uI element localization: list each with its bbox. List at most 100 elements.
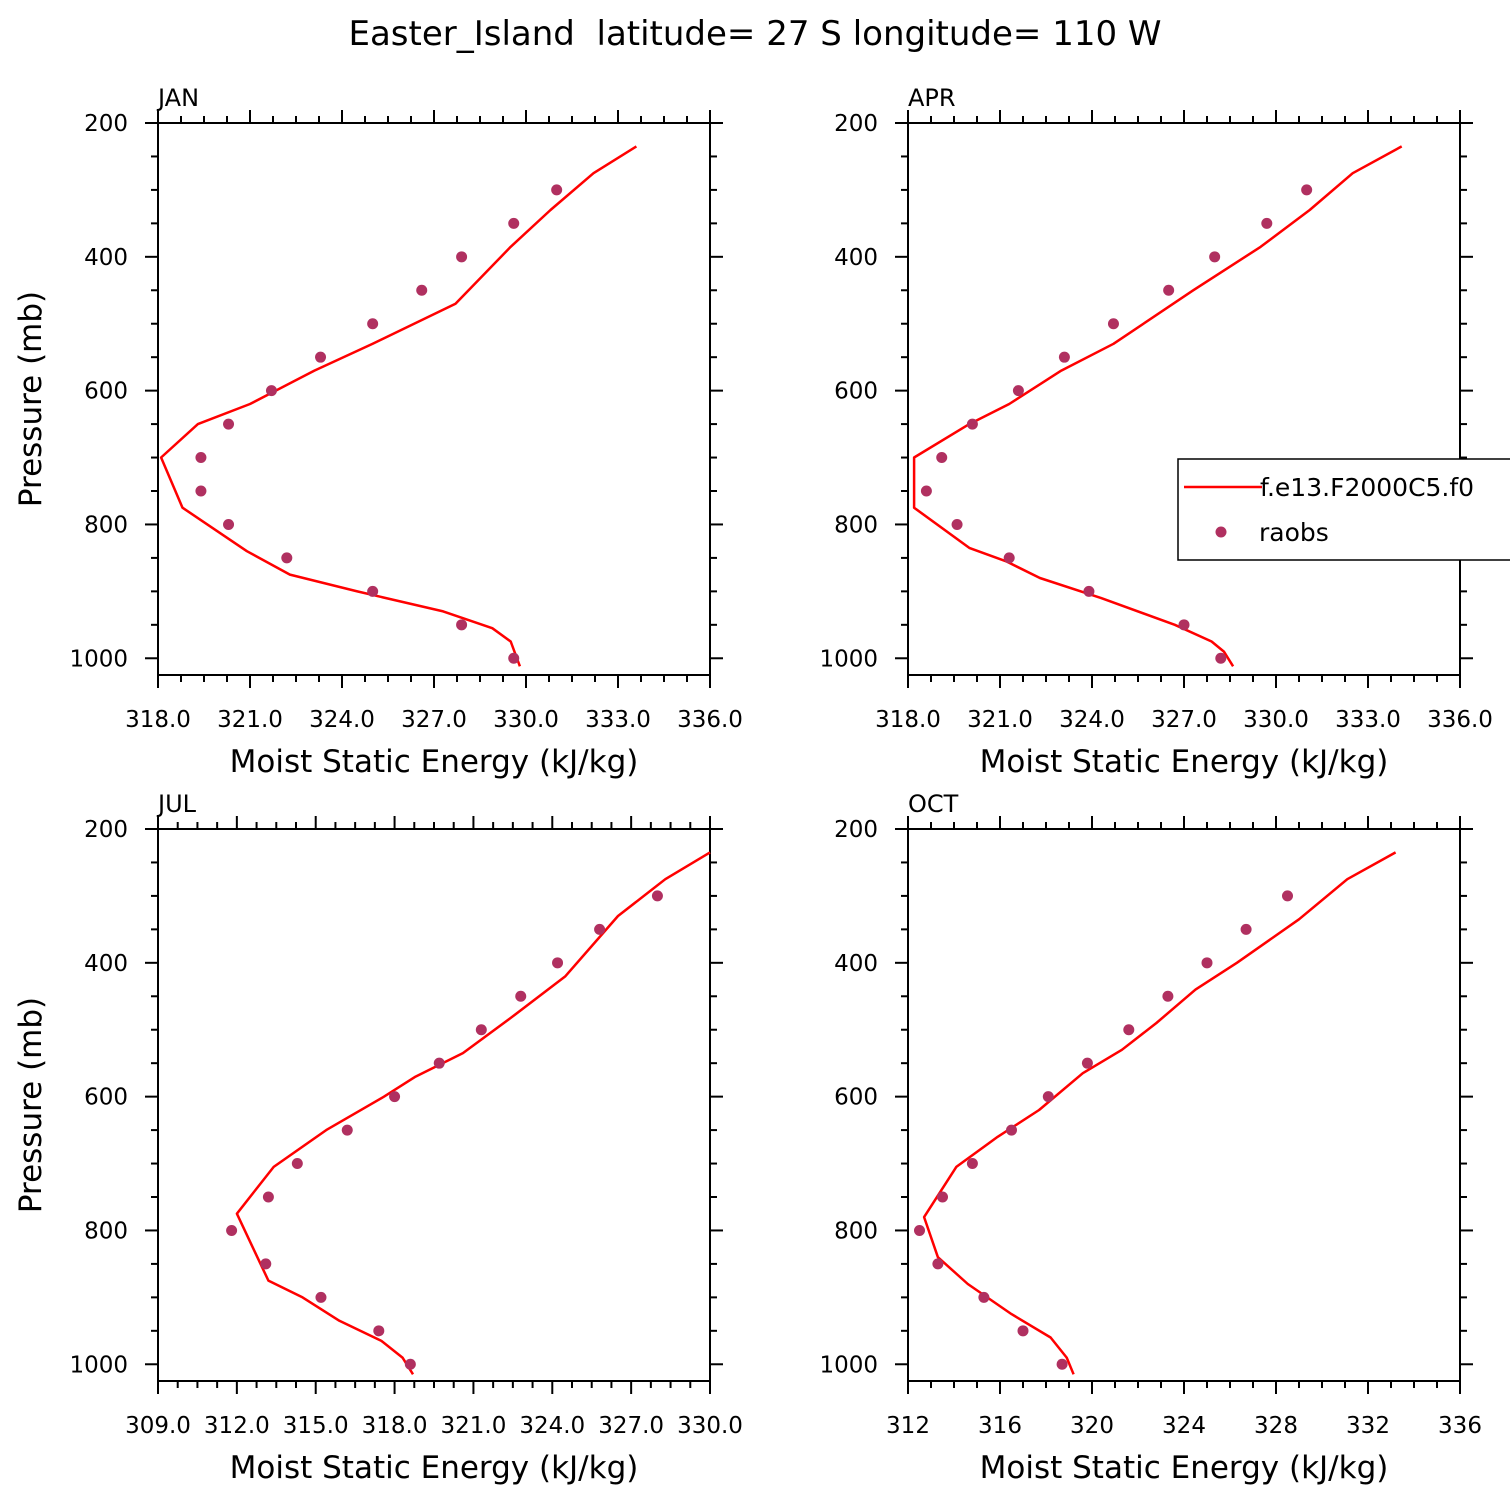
y-axis-title: Pressure (mb) — [13, 997, 49, 1213]
raobs-point — [1282, 890, 1293, 902]
y-tick-label: 400 — [84, 951, 128, 977]
model-series-line — [159, 145, 638, 667]
raobs-point — [937, 1191, 948, 1203]
legend-label-model: f.e13.F2000C5.f0 — [1260, 473, 1474, 502]
raobs-point — [1083, 585, 1095, 597]
raobs-point — [367, 318, 379, 330]
y-tick-label: 800 — [84, 512, 128, 538]
raobs-point — [265, 385, 277, 397]
x-tick-label: 328 — [1254, 1413, 1298, 1439]
panel-label: JAN — [156, 84, 199, 112]
legend: f.e13.F2000C5.f0 raobs — [1177, 458, 1510, 561]
x-axis-title: Moist Static Energy (kJ/kg) — [980, 744, 1389, 780]
x-tick-label: 332 — [1346, 1413, 1390, 1439]
legend-label-raobs: raobs — [1259, 518, 1329, 547]
raobs-point — [195, 485, 207, 497]
raobs-point — [1215, 652, 1227, 664]
raobs-point — [223, 418, 235, 430]
y-tick-label: 800 — [834, 1218, 878, 1244]
raobs-point — [389, 1091, 401, 1103]
raobs-point — [594, 923, 606, 935]
raobs-point — [1107, 318, 1119, 330]
x-tick-label: 324.0 — [1059, 707, 1125, 733]
raobs-point — [1003, 552, 1015, 564]
x-tick-label: 309.0 — [125, 1413, 191, 1439]
raobs-point — [1178, 619, 1190, 631]
x-tick-label: 330.0 — [493, 707, 559, 733]
x-tick-label: 324.0 — [309, 707, 375, 733]
raobs-point — [508, 652, 520, 664]
panel-jul: JUL 200 400 600 800 1000 309.0 312.0 315.0 318.0 3… — [13, 790, 743, 1486]
y-tick-label: 1000 — [819, 646, 878, 672]
raobs-point — [1056, 1358, 1068, 1370]
raobs-point — [315, 1291, 327, 1303]
y-tick-label: 200 — [834, 817, 878, 843]
y-tick-label: 200 — [834, 111, 878, 137]
x-tick-label: 324 — [1162, 1413, 1206, 1439]
y-axis-title: Pressure (mb) — [13, 291, 49, 507]
raobs-point — [367, 585, 379, 597]
raobs-point — [456, 619, 468, 631]
panel-label: APR — [908, 84, 956, 112]
x-tick-label: 320 — [1070, 1413, 1114, 1439]
raobs-point — [475, 1024, 487, 1036]
x-tick-label: 327.0 — [598, 1413, 664, 1439]
x-tick-label: 330.0 — [1243, 707, 1309, 733]
raobs-point — [416, 284, 428, 296]
raobs-point — [1123, 1024, 1135, 1036]
panel-oct: OCT 200 400 600 800 1000 312 316 320 324 328 332 336… — [819, 790, 1482, 1486]
raobs-point — [341, 1124, 353, 1136]
x-tick-label: 336.0 — [677, 707, 743, 733]
x-axis-title: Moist Static Energy (kJ/kg) — [230, 744, 639, 780]
x-tick-label: 324.0 — [519, 1413, 585, 1439]
raobs-point — [651, 890, 663, 902]
y-tick-label: 800 — [834, 512, 878, 538]
y-tick-label: 1000 — [819, 1352, 878, 1378]
y-tick-label: 200 — [84, 817, 128, 843]
figure-title: Easter_Island latitude= 27 S longitude= … — [348, 14, 1161, 54]
raobs-point — [281, 552, 293, 564]
raobs-point — [1006, 1124, 1017, 1136]
x-tick-label: 318.0 — [362, 1413, 428, 1439]
panel-label: OCT — [908, 790, 959, 818]
raobs-point — [1301, 184, 1313, 196]
raobs-point — [508, 217, 520, 229]
raobs-point — [1058, 351, 1070, 363]
panel-label: JUL — [156, 790, 197, 818]
x-tick-label: 312.0 — [204, 1413, 270, 1439]
x-tick-label: 321.0 — [440, 1413, 506, 1439]
model-series-line — [922, 851, 1397, 1375]
raobs-point — [1017, 1325, 1029, 1337]
y-tick-label: 600 — [84, 379, 128, 405]
raobs-point — [515, 990, 527, 1002]
x-tick-label: 321.0 — [967, 707, 1033, 733]
y-tick-label: 1000 — [69, 1352, 128, 1378]
panel-apr: APR 200 400 600 800 1000 318.0 321.0 324.0 327.0 3… — [819, 84, 1492, 780]
y-tick-label: 600 — [834, 1085, 878, 1111]
model-series-line — [235, 851, 711, 1375]
raobs-point — [951, 518, 963, 530]
x-tick-label: 330.0 — [677, 1413, 743, 1439]
raobs-point — [1042, 1091, 1054, 1103]
legend-box — [1177, 458, 1510, 561]
raobs-point — [978, 1291, 990, 1303]
raobs-point — [1162, 990, 1174, 1002]
raobs-point — [260, 1258, 272, 1270]
x-axis-title: Moist Static Energy (kJ/kg) — [980, 1450, 1389, 1486]
raobs-point — [1081, 1057, 1093, 1069]
y-tick-label: 800 — [84, 1218, 128, 1244]
x-tick-label: 333.0 — [1335, 707, 1401, 733]
legend-marker-swatch — [1215, 526, 1227, 538]
raobs-point — [551, 184, 563, 196]
x-tick-label: 327.0 — [401, 707, 467, 733]
raobs-point — [1240, 923, 1252, 935]
raobs-point — [966, 418, 978, 430]
y-tick-label: 200 — [84, 111, 128, 137]
raobs-point — [932, 1258, 944, 1270]
y-tick-label: 600 — [834, 379, 878, 405]
raobs-point — [920, 485, 932, 497]
x-tick-label: 336.0 — [1427, 707, 1493, 733]
panels: JAN 200 400 600 800 1000 318.0 321.0 324.0 327.0 3… — [13, 84, 1493, 1486]
raobs-point — [456, 251, 468, 263]
